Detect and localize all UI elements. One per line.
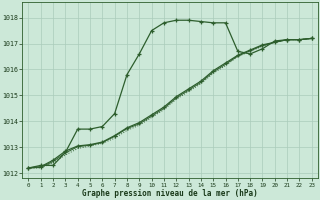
X-axis label: Graphe pression niveau de la mer (hPa): Graphe pression niveau de la mer (hPa) [82,189,258,198]
